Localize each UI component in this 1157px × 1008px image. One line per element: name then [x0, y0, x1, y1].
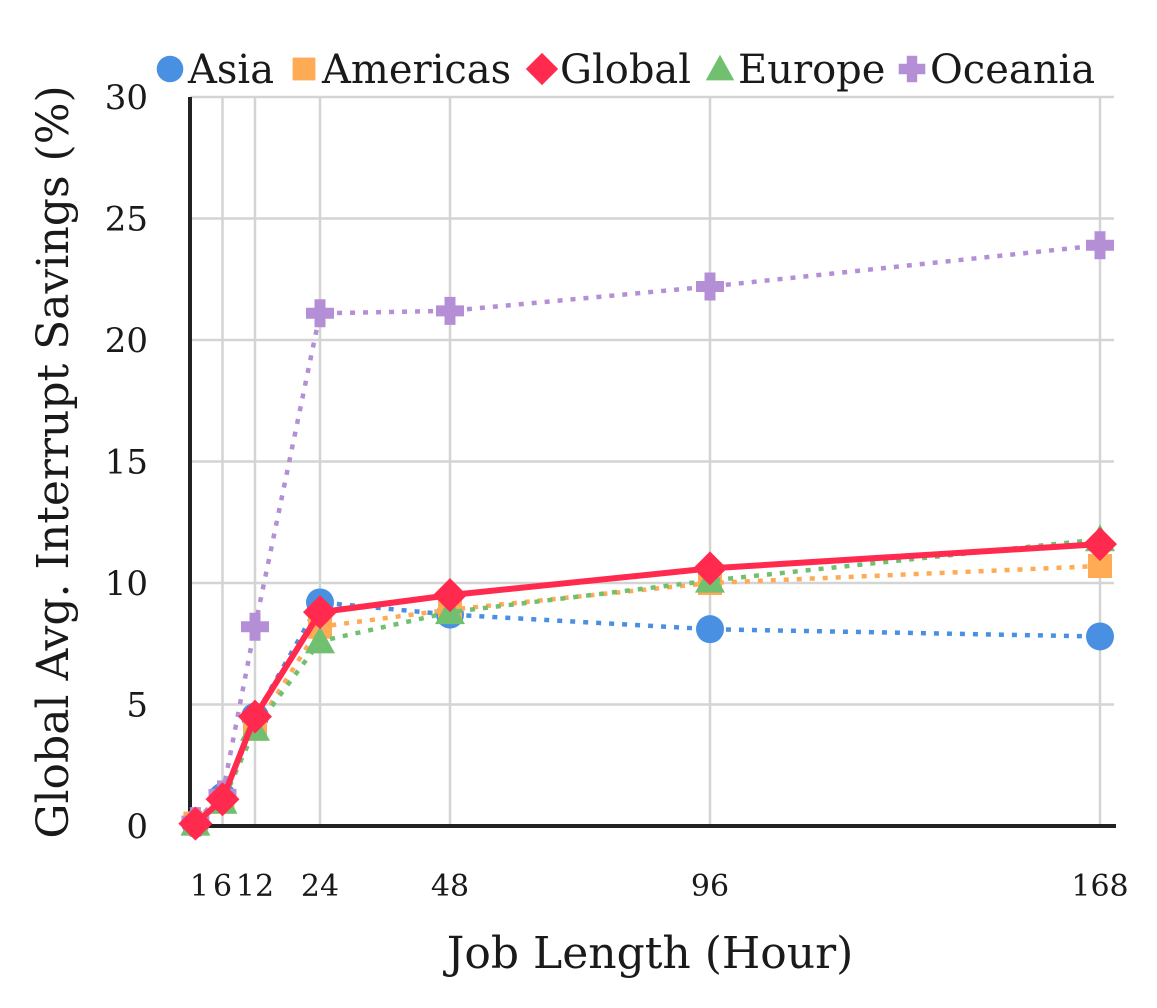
data-point-asia-168: [1086, 622, 1114, 651]
y-tick-label-5: 5: [126, 686, 148, 726]
data-point-global-48: [433, 578, 467, 613]
legend-marker-asia: [156, 55, 184, 83]
legend-item-asia: Asia: [156, 47, 274, 93]
series-line-oceania: [193, 242, 1101, 823]
series-oceania: [181, 231, 1114, 836]
legend-label-europe: Europe: [738, 47, 885, 93]
legend-marker-global: [525, 52, 559, 86]
x-tick-label-1: 1: [190, 869, 209, 904]
axes: [188, 97, 1116, 828]
y-axis-title: Global Avg. Interrupt Savings (%): [28, 85, 79, 838]
y-tick-label-10: 10: [105, 564, 148, 604]
data-point-oceania-96: [696, 272, 724, 301]
legend-label-asia: Asia: [187, 47, 274, 93]
legend-marker-europe: [705, 54, 735, 81]
legend: Asia Americas Global Europe Oceania: [156, 47, 1095, 93]
y-tick-label-0: 0: [126, 807, 148, 847]
x-axis-title: Job Length (Hour): [443, 928, 854, 979]
data-point-global-96: [693, 551, 727, 586]
data-point-global-168: [1083, 527, 1117, 562]
x-tick-label-6: 6: [213, 869, 232, 904]
legend-label-global: Global: [560, 47, 691, 93]
y-tick-label-20: 20: [105, 321, 148, 361]
tick-labels: 0 5 10 15 20 25 30 1 6 12 24 48 96 168: [105, 78, 1129, 904]
legend-marker-oceania: [898, 55, 926, 83]
legend-item-oceania: Oceania: [898, 47, 1095, 93]
x-tick-label-12: 12: [236, 869, 274, 904]
series-layer: [178, 231, 1117, 841]
data-point-oceania-12: [241, 612, 269, 641]
legend-item-global: Global: [525, 47, 691, 93]
data-point-global-24: [303, 595, 337, 630]
y-tick-label-25: 25: [105, 200, 148, 240]
data-point-global-12: [238, 699, 272, 734]
data-point-oceania-48: [436, 296, 464, 325]
series-global: [178, 527, 1117, 841]
data-point-asia-96: [696, 615, 724, 644]
x-tick-label-96: 96: [691, 869, 729, 904]
data-point-global-1: [178, 806, 213, 841]
data-point-europe-24: [305, 626, 335, 654]
legend-marker-americas: [292, 57, 316, 81]
x-tick-label-48: 48: [431, 869, 469, 904]
data-point-global-6: [205, 782, 240, 817]
x-tick-label-24: 24: [301, 869, 339, 904]
legend-item-europe: Europe: [705, 47, 885, 93]
legend-label-oceania: Oceania: [930, 47, 1095, 93]
y-tick-label-15: 15: [105, 443, 148, 483]
data-point-oceania-24: [306, 299, 334, 328]
legend-label-americas: Americas: [321, 47, 511, 93]
y-tick-label-30: 30: [105, 78, 148, 118]
x-tick-label-168: 168: [1071, 869, 1128, 904]
series-line-global: [193, 541, 1101, 826]
legend-item-americas: Americas: [292, 47, 511, 93]
data-point-oceania-168: [1086, 231, 1114, 260]
grid-lines: [190, 95, 1114, 826]
